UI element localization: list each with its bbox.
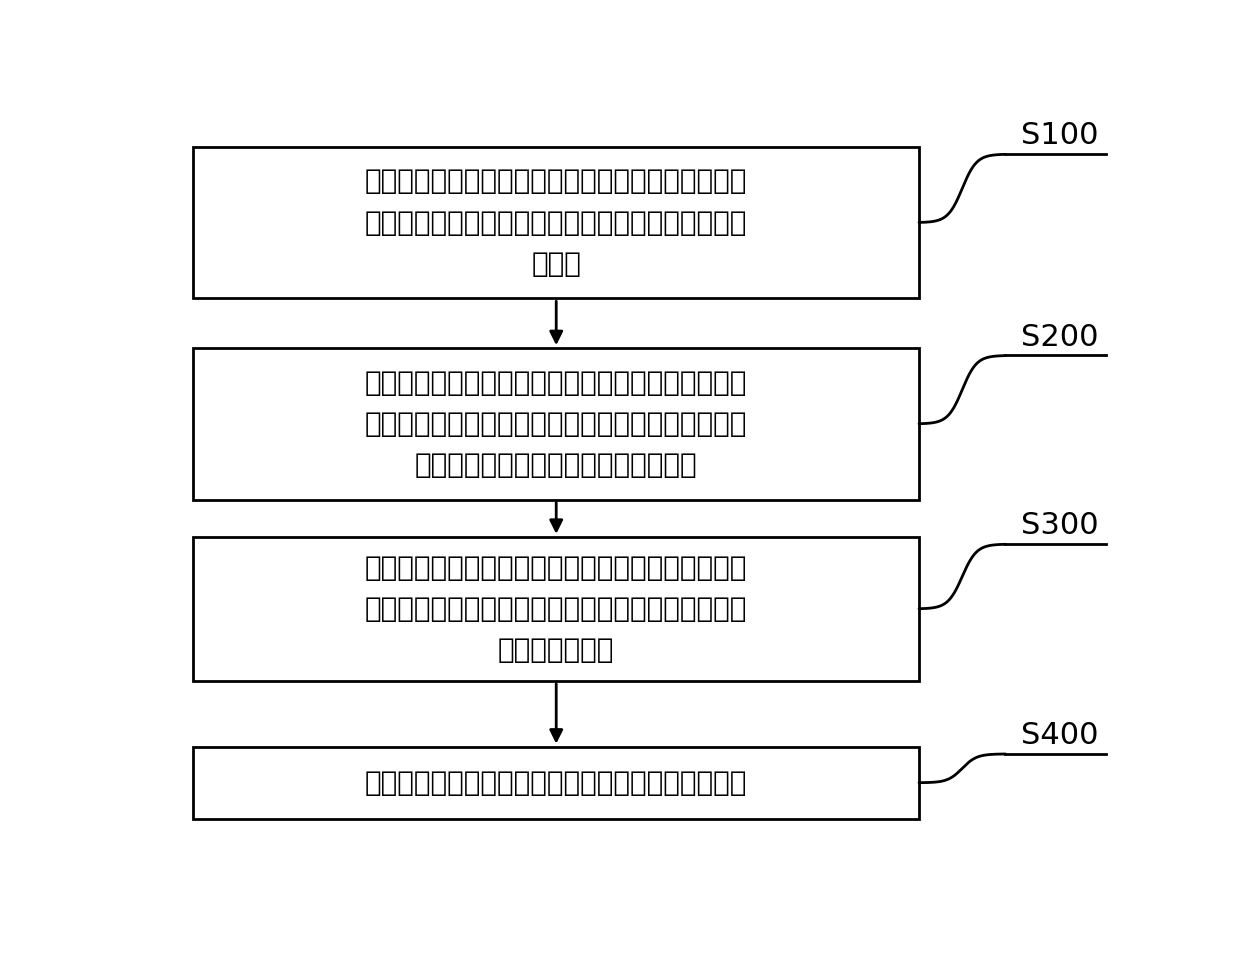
Bar: [193, 537, 919, 681]
Text: S200: S200: [1021, 323, 1099, 352]
Text: 将滑冰场的实时监控视频的相邻两个视频帧做差，得
到视频差值图像，多个视频差值图像构成视频差值图
像序列: 将滑冰场的实时监控视频的相邻两个视频帧做差，得 到视频差值图像，多个视频差值图像…: [365, 167, 748, 278]
Bar: [193, 747, 919, 819]
Text: 基于人体识别模型对所述视频差值图像序列进行人体
的关键点检测和子集划分，得到所述视频差值图像中
的人体目标和该人体目标的关键点集合: 基于人体识别模型对所述视频差值图像序列进行人体 的关键点检测和子集划分，得到所述…: [365, 369, 748, 480]
Text: S300: S300: [1021, 511, 1099, 540]
Bar: [193, 147, 919, 299]
Text: 在所述行为类型被判断为危险行为的情况下触发提示: 在所述行为类型被判断为危险行为的情况下触发提示: [365, 769, 748, 797]
Text: S400: S400: [1021, 721, 1099, 751]
Text: 基于三维卷积神经网络对所述视频差值图像中的每一
个人体目标和其关键点分别进行行为识别，得到亻体
目标的行为类型: 基于三维卷积神经网络对所述视频差值图像中的每一 个人体目标和其关键点分别进行行为…: [365, 554, 748, 664]
Text: S100: S100: [1021, 121, 1099, 151]
Bar: [193, 348, 919, 500]
